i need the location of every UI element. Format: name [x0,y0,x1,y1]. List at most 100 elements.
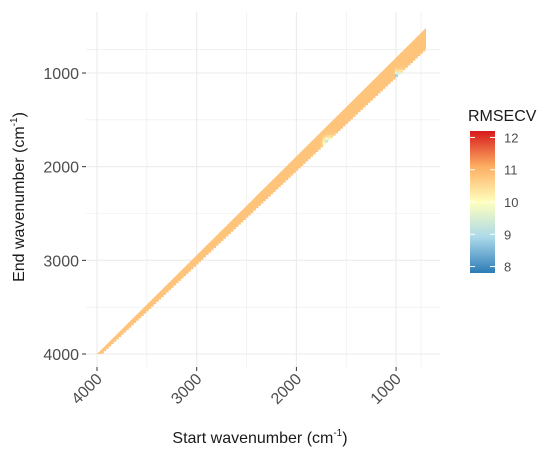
heat-cell [168,282,172,286]
heat-cell [138,313,142,316]
heat-cell [133,315,137,319]
heat-cell [170,280,174,284]
heat-cell [125,324,129,328]
heat-cell [190,266,194,270]
heat-cell [175,277,179,281]
heat-cell [182,266,187,270]
heat-cell [192,259,197,263]
heat-cell [155,296,159,300]
heat-cell [182,270,187,274]
heat-cell [173,280,177,284]
heat-cell [180,268,184,272]
heat-cell [192,263,197,267]
heat-cell [135,313,139,316]
heat-cell [182,268,187,272]
heat-cell [187,261,192,265]
heat-cell [175,273,179,277]
heat-cell [105,345,109,349]
heat-cell [130,320,134,323]
heat-cell [150,303,154,307]
heat-cell [180,273,184,277]
heat-cell [178,275,182,279]
heat-cell [123,329,127,333]
heat-cell [145,308,149,312]
heat-cell [178,277,182,281]
heat-cell [145,303,149,307]
heat-cell [153,301,157,305]
heat-cell [155,294,159,298]
heat-cell [148,306,152,309]
heat-cell [110,341,114,345]
heat-cell [160,294,164,298]
heat-cell [168,284,172,288]
heat-cell [140,313,144,316]
heat-cell [133,320,137,323]
heat-cell [187,266,192,270]
heat-cell [170,282,174,286]
heat-cell [195,256,199,260]
heat-cell [158,296,162,300]
heat-cell [143,310,147,314]
heat-cell [133,317,137,321]
heat-cell [190,261,194,265]
heat-cell [182,273,187,277]
heat-cell [100,350,104,354]
heat-cell [163,287,167,291]
heat-cell [187,263,192,267]
heat-cell [185,266,189,270]
heat-cell [195,254,199,258]
heat-cell [98,350,102,354]
heat-cell [187,268,192,272]
heat-cell [108,343,112,347]
heat-cell [113,338,117,342]
heat-cell [178,273,182,277]
heat-cell [148,303,152,307]
heat-cell [145,306,149,309]
heat-cell [170,284,174,288]
heat-cell [190,263,194,267]
heat-cell [138,315,142,319]
heat-cell [163,289,167,293]
heat-cell [138,310,142,314]
heat-cell [155,298,159,302]
heat-cell [118,331,122,335]
heat-cell [190,259,194,263]
heat-cell [165,289,169,293]
heat-cell [115,336,119,340]
heat-cell [175,275,179,279]
heat-cell [185,268,189,272]
heat-cell [103,345,107,349]
heat-cell [178,270,182,274]
heat-cell [128,322,132,326]
heat-cell [143,306,147,309]
heat-cell [103,348,107,352]
heat-cell [160,289,164,293]
heat-cell [160,291,164,295]
heat-cell [175,280,179,284]
heat-cell [120,331,124,335]
heat-cell [153,298,157,302]
heat-cell [185,270,189,274]
heat-cell [135,315,139,319]
heat-cell [148,301,152,305]
heat-cell [173,277,177,281]
heat-cell [130,322,134,326]
heat-cell [123,327,127,331]
heat-cell [97,352,99,354]
heat-cell [120,329,124,333]
heat-cell [173,282,177,286]
heat-cell [185,263,189,267]
heat-cell [108,341,112,345]
heat-cell [158,294,162,298]
heat-cell [128,324,132,328]
heat-cell [135,317,139,321]
heat-cell [130,317,134,321]
heat-cell [125,327,129,331]
heat-cell [165,287,169,291]
heat-cell [105,343,109,347]
heat-cell [192,261,197,265]
heat-cell [163,291,167,295]
heat-cell [165,284,169,288]
heat-cell [150,298,154,302]
